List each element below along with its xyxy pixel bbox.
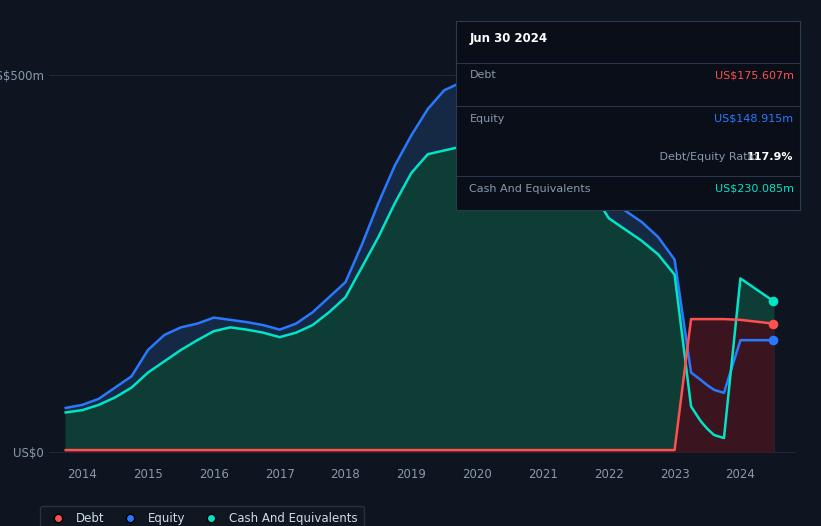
Text: Debt: Debt xyxy=(470,70,496,80)
Point xyxy=(767,319,780,328)
Text: Jun 30 2024: Jun 30 2024 xyxy=(470,33,548,45)
Point xyxy=(767,336,780,345)
Text: US$148.915m: US$148.915m xyxy=(714,114,794,124)
Text: Debt/Equity Ratio: Debt/Equity Ratio xyxy=(656,151,757,161)
Text: Equity: Equity xyxy=(470,114,505,124)
Legend: Debt, Equity, Cash And Equivalents: Debt, Equity, Cash And Equivalents xyxy=(40,506,364,526)
Text: Cash And Equivalents: Cash And Equivalents xyxy=(470,184,591,194)
Point xyxy=(767,297,780,305)
Text: US$175.607m: US$175.607m xyxy=(714,70,794,80)
Text: 117.9%: 117.9% xyxy=(747,151,794,161)
Text: US$230.085m: US$230.085m xyxy=(714,184,794,194)
